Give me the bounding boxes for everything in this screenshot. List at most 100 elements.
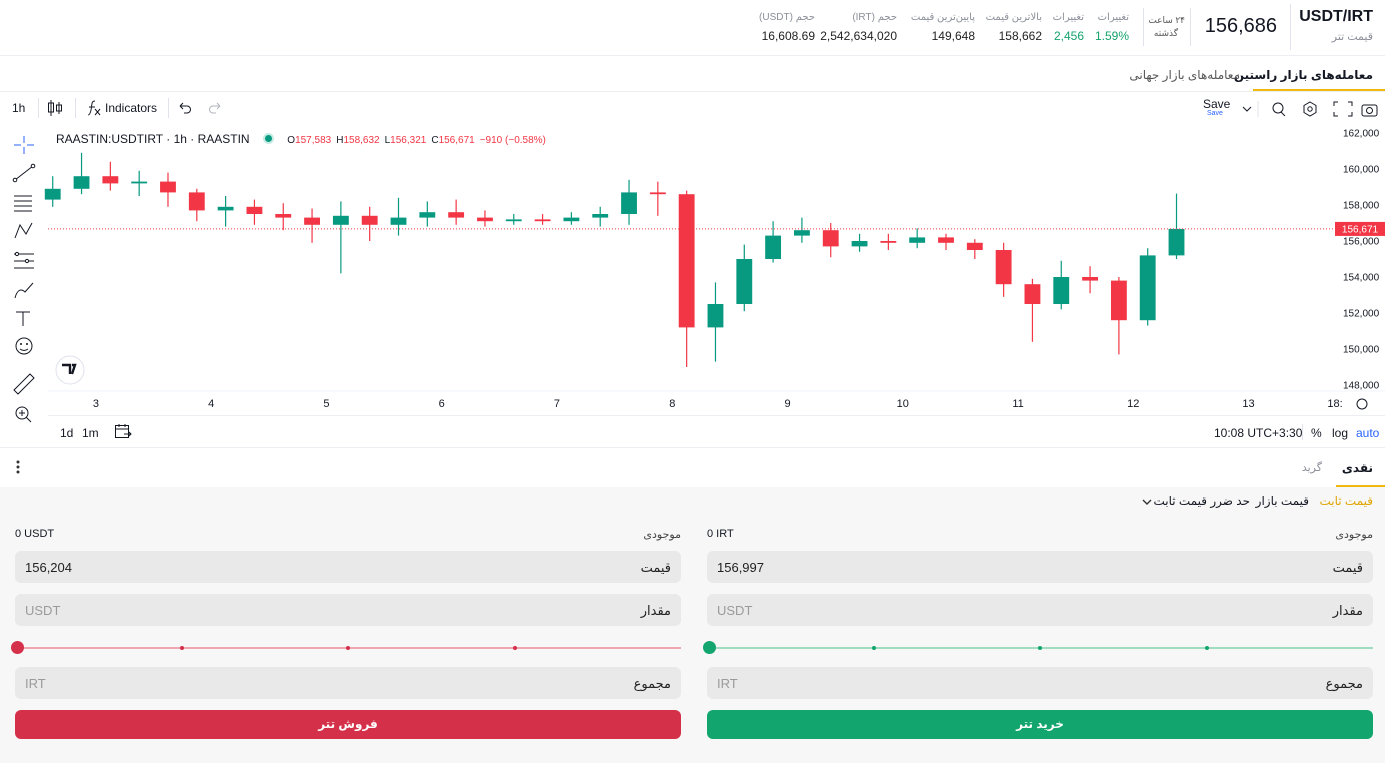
total-input-label: مجموع: [1325, 676, 1363, 691]
candle-body: [534, 219, 551, 222]
pair: USDT/IRT: [1299, 8, 1373, 25]
candle-body: [160, 181, 176, 193]
slider[interactable]: [11, 640, 681, 656]
period: ۲۴ ساعت: [1148, 15, 1185, 25]
x-tick-label: 4: [208, 398, 214, 410]
order-tab[interactable]: گرید: [1301, 462, 1322, 474]
order-type-active[interactable]: قیمت ثابت: [1319, 494, 1373, 508]
y-tick-label: 160,000: [1343, 165, 1380, 176]
candle-body: [505, 219, 522, 222]
candle-body: [188, 192, 205, 211]
clock[interactable]: 10:08 UTC+3:30: [1214, 426, 1303, 440]
balance: 0 IRT: [707, 528, 734, 540]
candle-body: [1168, 228, 1185, 256]
candle-body: [649, 192, 666, 195]
balance-label: موجودی: [1335, 529, 1373, 541]
stat-label: تغییرات: [1097, 12, 1129, 23]
fx-icon[interactable]: [86, 99, 102, 117]
y-tick-label: 162,000: [1343, 129, 1380, 140]
tab-underline: [1253, 89, 1385, 91]
price-tag: [1335, 221, 1385, 236]
stat-value: 1.59%: [1094, 29, 1129, 43]
submit-button[interactable]: فروش تتر: [15, 710, 681, 739]
slider-step: [871, 646, 876, 650]
more-menu[interactable]: [15, 459, 21, 475]
price-input[interactable]: قیمت 156,997: [707, 551, 1373, 583]
status-dot: [264, 135, 272, 142]
divider: [168, 98, 169, 118]
candle-body: [736, 259, 753, 304]
divider: [75, 98, 76, 118]
chevron[interactable]: [1142, 498, 1152, 506]
candle-body: [678, 194, 695, 328]
toolbar-icons[interactable]: [1240, 101, 1385, 117]
x-tick-label: 12: [1127, 398, 1139, 410]
total-input-value: IRT: [717, 676, 738, 691]
total-input[interactable]: مجموع IRT: [707, 667, 1373, 699]
stat-value: 158,662: [998, 29, 1042, 43]
slider[interactable]: [703, 640, 1373, 656]
change: −910 (−0.58%): [479, 135, 546, 146]
amount-input-label: مقدار: [640, 603, 671, 618]
total-input-label: مجموع: [633, 676, 671, 691]
amount-input[interactable]: مقدار USDT: [15, 594, 681, 626]
tab-active[interactable]: معامله‌های بازار راستین: [1233, 68, 1373, 82]
tab[interactable]: معامله‌های بازار جهانی: [1129, 68, 1240, 82]
y-tick-label: 152,000: [1343, 309, 1380, 320]
candle-body: [621, 192, 637, 214]
candle-body: [995, 250, 1012, 285]
candle-body: [419, 212, 436, 218]
submit-button[interactable]: خرید تتر: [707, 710, 1373, 739]
x-tick-label: 10: [897, 398, 909, 410]
price-input-value: 156,997: [717, 560, 764, 575]
x-tick-label: 8: [669, 398, 675, 410]
last-price: 156,686: [1204, 15, 1277, 37]
divider: [0, 447, 1385, 448]
slider-handle[interactable]: [703, 641, 716, 654]
interval[interactable]: 1h: [12, 101, 26, 115]
chart: 148,000 150,000 152,000 154,000 156,000 158,0…: [44, 129, 1385, 410]
divider: [0, 55, 1385, 56]
stat-value: 2,542,634,020: [820, 29, 897, 43]
range[interactable]: 1m: [82, 426, 99, 440]
percent-toggle[interactable]: %: [1311, 426, 1322, 440]
save[interactable]: Save: [1203, 97, 1231, 111]
log-toggle[interactable]: log: [1332, 426, 1349, 440]
ohlc-key: H: [336, 135, 344, 146]
slider-handle[interactable]: [11, 641, 24, 654]
range[interactable]: 1d: [60, 426, 74, 440]
slider-step: [1038, 646, 1042, 650]
candle-body: [938, 237, 954, 243]
divider: [48, 415, 1385, 416]
stat-label: حجم (IRT): [852, 12, 897, 23]
price-input[interactable]: قیمت 156,204: [15, 551, 681, 583]
x-tick-label: 9: [784, 398, 790, 410]
candle-body: [1024, 284, 1041, 304]
ohlc-key: O: [287, 135, 296, 146]
drawing-tools[interactable]: [10, 132, 40, 424]
undo-redo[interactable]: [177, 101, 223, 115]
divider: [1190, 8, 1191, 46]
candle-body: [332, 215, 349, 225]
order-type[interactable]: قیمت بازار: [1255, 494, 1309, 508]
candle-body: [390, 217, 407, 225]
goto-date[interactable]: [114, 423, 132, 439]
x-tick-label: 6: [439, 398, 445, 410]
total-input[interactable]: مجموع IRT: [15, 667, 681, 699]
slider-step: [346, 646, 350, 650]
stat-label: تغییرات: [1052, 12, 1084, 23]
candle-icon[interactable]: [47, 99, 63, 117]
ohlc-key: L: [384, 135, 391, 146]
auto-toggle[interactable]: auto: [1356, 426, 1380, 440]
x-tick-label: 13: [1242, 398, 1254, 410]
candle-body: [707, 304, 724, 328]
ohlc-value: 156,321: [390, 135, 427, 146]
order-type[interactable]: حد ضرر قیمت ثابت: [1153, 494, 1250, 508]
stat-label: بالاترین قیمت: [985, 12, 1042, 23]
amount-input[interactable]: مقدار USDT: [707, 594, 1373, 626]
order-tab-active[interactable]: نقدی: [1341, 461, 1373, 475]
candle-body: [477, 217, 493, 222]
settings-icon[interactable]: [1356, 398, 1368, 410]
candle-body: [1139, 255, 1156, 321]
indicators[interactable]: Indicators: [105, 101, 158, 115]
